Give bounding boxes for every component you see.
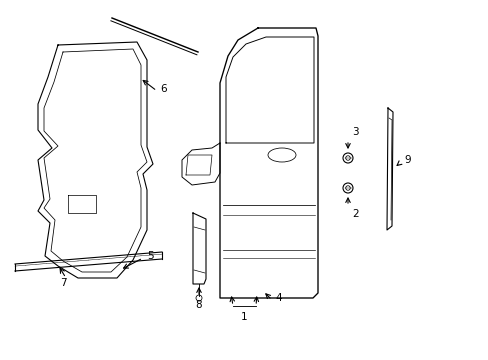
Text: 7: 7 xyxy=(60,278,66,288)
Text: 9: 9 xyxy=(403,155,410,165)
Text: 4: 4 xyxy=(274,293,281,303)
Text: 8: 8 xyxy=(195,300,202,310)
Text: 6: 6 xyxy=(160,84,166,94)
Text: 5: 5 xyxy=(147,251,153,261)
Text: 3: 3 xyxy=(351,127,358,137)
Text: 2: 2 xyxy=(351,209,358,219)
Text: 1: 1 xyxy=(240,312,247,322)
